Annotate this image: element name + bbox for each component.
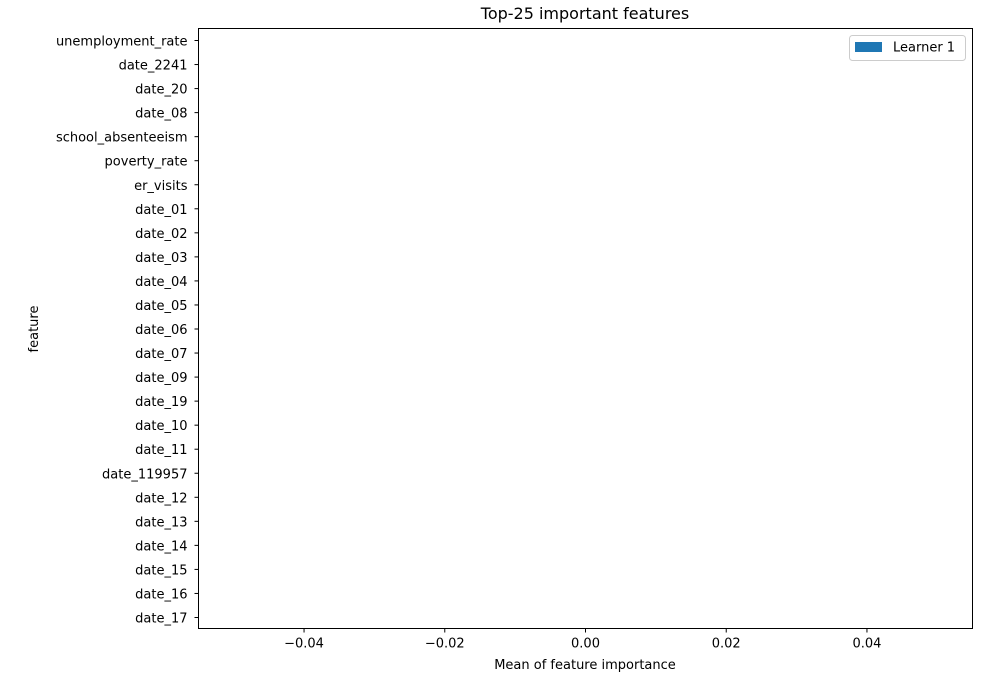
legend-box <box>849 35 966 61</box>
x-tick-label: 0.04 <box>852 637 881 652</box>
chart-title: Top-25 important features <box>480 4 689 23</box>
y-tick-label: date_07 <box>135 347 187 362</box>
y-tick-label: school_absenteeism <box>56 131 188 146</box>
y-tick-label: date_20 <box>135 83 187 98</box>
y-tick-label: date_02 <box>135 227 187 242</box>
y-tick-label: date_03 <box>135 251 187 266</box>
y-tick-label: date_119957 <box>102 467 187 482</box>
y-tick-label: date_09 <box>135 371 187 386</box>
y-tick-label: date_19 <box>135 395 187 410</box>
y-tick-label: er_visits <box>134 179 188 194</box>
y-tick-label: date_17 <box>135 612 187 627</box>
y-tick-label: date_04 <box>135 275 187 290</box>
y-tick-label: unemployment_rate <box>56 35 188 50</box>
x-axis: −0.04 −0.02 0.00 0.02 0.04 <box>284 628 881 652</box>
x-tick-label: −0.04 <box>284 637 324 652</box>
y-tick-label: date_15 <box>135 563 187 578</box>
y-tick-label: date_13 <box>135 515 187 530</box>
legend: Learner 1 <box>849 35 966 61</box>
x-axis-label: Mean of feature importance <box>494 658 676 673</box>
y-tick-label: date_01 <box>135 203 187 218</box>
y-tick-label: date_2241 <box>119 59 188 74</box>
y-tick-label: date_06 <box>135 323 187 338</box>
y-axis-label: feature <box>27 306 42 353</box>
y-tick-label: date_16 <box>135 587 187 602</box>
y-tick-label: date_14 <box>135 539 187 554</box>
y-tick-label: date_12 <box>135 491 187 506</box>
y-tick-label: date_05 <box>135 299 187 314</box>
y-axis: unemployment_rate date_2241 date_20 date_08… <box>56 35 199 627</box>
y-tick-label: date_08 <box>135 107 187 122</box>
legend-label: Learner 1 <box>893 41 955 56</box>
y-tick-label: date_11 <box>135 443 187 458</box>
x-tick-label: −0.02 <box>425 637 465 652</box>
x-tick-label: 0.02 <box>712 637 741 652</box>
plot-frame <box>198 28 973 629</box>
y-tick-label: poverty_rate <box>105 155 188 170</box>
x-tick-label: 0.00 <box>571 637 600 652</box>
y-tick-label: date_10 <box>135 419 187 434</box>
legend-swatch <box>855 42 882 52</box>
